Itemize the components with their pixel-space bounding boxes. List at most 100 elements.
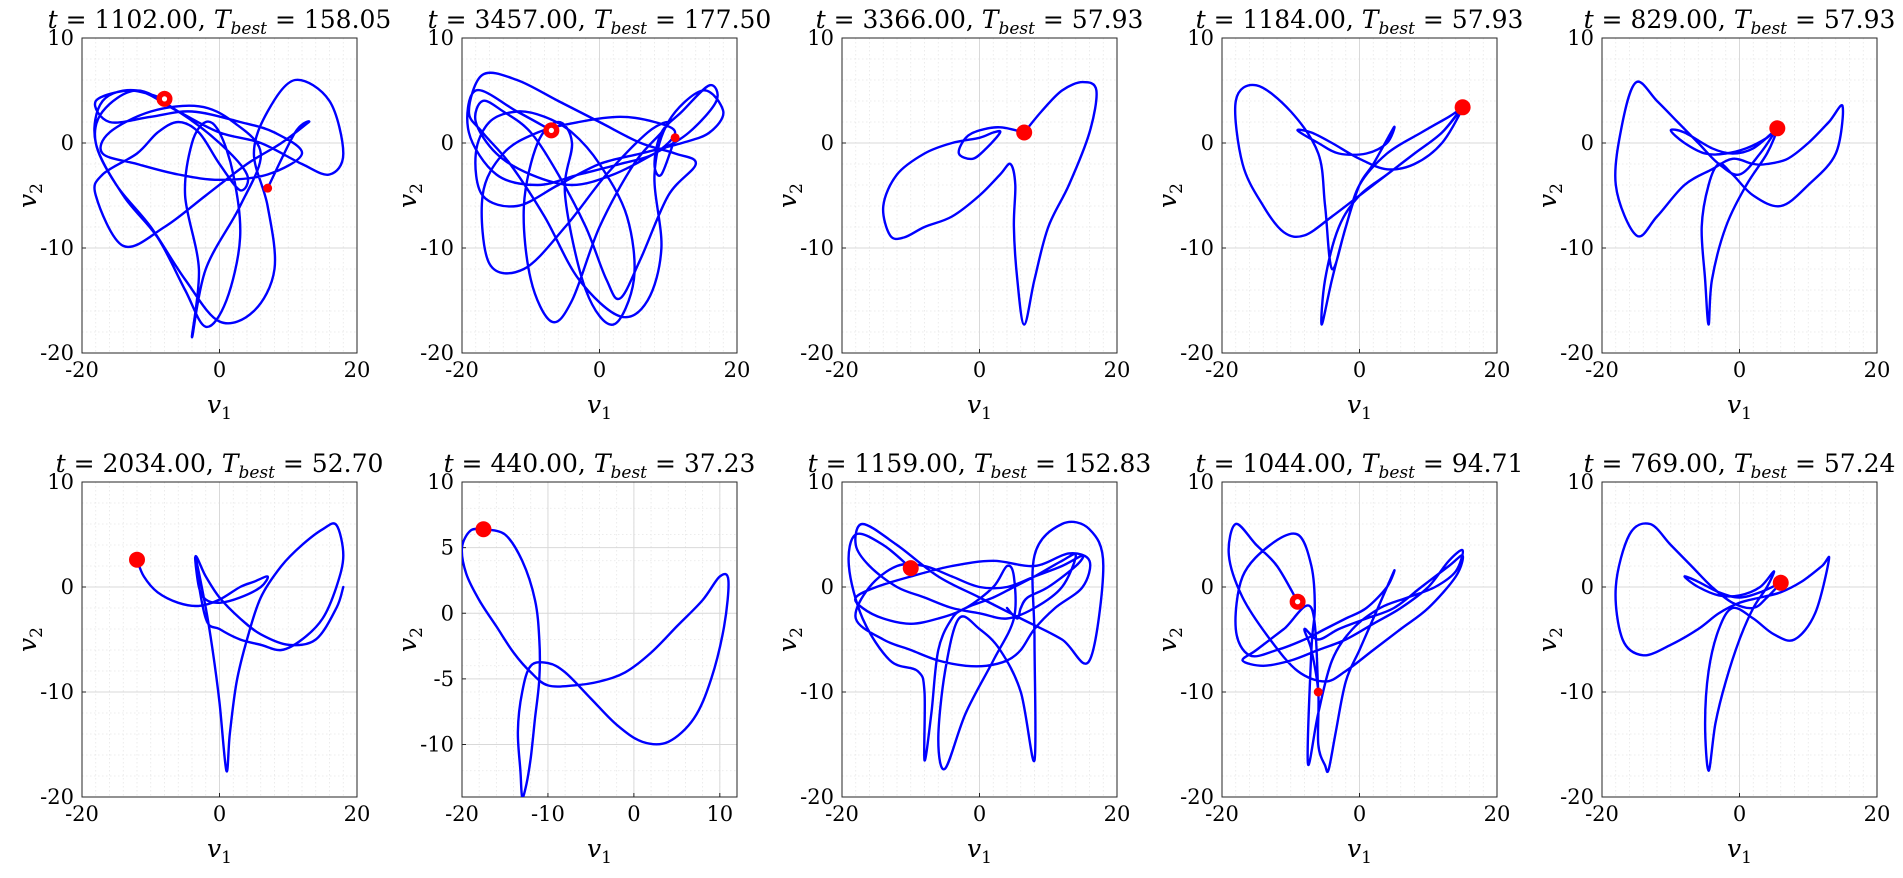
x-tick-label: 20 <box>1864 358 1891 382</box>
y-tick-label: 5 <box>441 536 454 560</box>
x-tick-label: -20 <box>65 802 99 826</box>
x-axis-label: v1 <box>1727 390 1752 424</box>
y-axis-label: v2 <box>1533 627 1567 652</box>
y-tick-label: -10 <box>1180 236 1214 260</box>
subplot-10: -20 0 20 -20 -10 0 10t = 769.00, Tbest = 57.24… <box>1533 449 1895 868</box>
y-tick-label: 0 <box>61 575 74 599</box>
subplot-4: -20 0 20 -20 -10 0 10t = 1184.00, Tbest = 57.9… <box>1153 5 1523 424</box>
y-tick-label: -10 <box>800 680 834 704</box>
trajectory-line <box>1227 522 1465 774</box>
x-axis-label: v1 <box>207 834 232 868</box>
y-tick-label: 10 <box>1567 470 1594 494</box>
x-tick-label: -20 <box>1585 358 1619 382</box>
plot-frame <box>461 481 738 798</box>
x-tick-label: 0 <box>973 802 986 826</box>
x-tick-label: 0 <box>973 358 986 382</box>
subplot-title: t = 1184.00, Tbest = 57.93 <box>1196 5 1524 39</box>
subplot-1: -20 0 20 -20 -10 0 10t = 1102.00, Tbest = 158.… <box>13 5 391 424</box>
y-tick-label: 10 <box>807 26 834 50</box>
y-tick-label: -10 <box>420 236 454 260</box>
x-tick-label: 20 <box>724 358 751 382</box>
y-tick-label: 10 <box>1187 470 1214 494</box>
y-tick-label: -10 <box>40 680 74 704</box>
x-tick-label: 0 <box>1733 802 1746 826</box>
trajectory-line <box>462 527 730 797</box>
subplot-title: t = 3366.00, Tbest = 57.93 <box>816 5 1144 39</box>
x-tick-label: 0 <box>1353 358 1366 382</box>
y-tick-label: -20 <box>420 341 454 365</box>
x-tick-label: 0 <box>627 802 640 826</box>
x-tick-label: -20 <box>65 358 99 382</box>
y-tick-label: -10 <box>40 236 74 260</box>
current-point-marker <box>1769 120 1786 137</box>
x-tick-label: -10 <box>531 802 565 826</box>
current-point-marker <box>129 551 145 568</box>
x-axis-label: v1 <box>207 390 232 424</box>
subplot-title: t = 1044.00, Tbest = 94.71 <box>1196 449 1524 483</box>
x-tick-label: -20 <box>445 802 479 826</box>
x-tick-label: 0 <box>593 358 606 382</box>
subplot-title: t = 1159.00, Tbest = 152.83 <box>808 449 1152 483</box>
x-tick-label: 20 <box>344 802 371 826</box>
x-axis-label: v1 <box>967 390 992 424</box>
end-point-marker <box>263 183 273 193</box>
y-tick-label: -20 <box>1180 785 1214 809</box>
y-tick-label: -20 <box>1180 341 1214 365</box>
y-tick-label: -10 <box>1560 680 1594 704</box>
x-tick-label: 20 <box>1864 802 1891 826</box>
x-axis-label: v1 <box>587 834 612 868</box>
y-tick-label: -20 <box>800 341 834 365</box>
y-axis-label: v2 <box>1153 183 1187 208</box>
x-axis-label: v1 <box>1727 834 1752 868</box>
marker-center-dot <box>161 96 168 102</box>
x-tick-label: 0 <box>213 802 226 826</box>
current-point-marker <box>1772 574 1789 591</box>
x-tick-label: 20 <box>1484 358 1511 382</box>
x-tick-label: 0 <box>213 358 226 382</box>
y-tick-label: 0 <box>441 601 454 625</box>
current-point-marker <box>1454 99 1471 116</box>
x-axis-label: v1 <box>1347 390 1372 424</box>
y-axis-label: v2 <box>773 183 807 208</box>
y-tick-label: -20 <box>800 785 834 809</box>
subplot-3: -20 0 20 -20 -10 0 10t = 3366.00, Tbest = 57.9… <box>773 5 1143 424</box>
subplot-title: t = 829.00, Tbest = 57.93 <box>1584 5 1896 39</box>
y-axis-label: v2 <box>773 627 807 652</box>
x-tick-label: -20 <box>1205 802 1239 826</box>
y-axis-label: v2 <box>1533 183 1567 208</box>
y-tick-label: 0 <box>61 131 74 155</box>
x-tick-label: 20 <box>1484 802 1511 826</box>
y-tick-label: 0 <box>1581 131 1594 155</box>
y-tick-label: 0 <box>821 575 834 599</box>
end-point-marker <box>670 133 680 143</box>
trajectory-line <box>847 520 1105 771</box>
y-axis-label: v2 <box>1153 627 1187 652</box>
y-axis-label: v2 <box>13 183 47 208</box>
x-tick-label: 20 <box>344 358 371 382</box>
x-axis-label: v1 <box>967 834 992 868</box>
trajectory-line <box>93 78 345 339</box>
y-tick-label: 10 <box>427 26 454 50</box>
subplot-5: -20 0 20 -20 -10 0 10t = 829.00, Tbest = 57.93… <box>1533 5 1895 424</box>
y-tick-label: 0 <box>1581 575 1594 599</box>
x-tick-label: 20 <box>1104 802 1131 826</box>
trajectory-line <box>135 522 345 773</box>
y-axis-label: v2 <box>393 627 427 652</box>
trajectory-line <box>1234 83 1464 326</box>
current-point-marker <box>1016 124 1033 141</box>
y-axis-label: v2 <box>393 183 427 208</box>
subplot-title: t = 3457.00, Tbest = 177.50 <box>428 5 772 39</box>
x-tick-label: 0 <box>1353 802 1366 826</box>
end-point-marker <box>1313 687 1323 697</box>
y-tick-label: 0 <box>1201 131 1214 155</box>
marker-center-dot <box>548 127 554 133</box>
x-axis-label: v1 <box>1347 834 1372 868</box>
y-tick-label: 10 <box>807 470 834 494</box>
y-tick-label: 10 <box>1567 26 1594 50</box>
subplot-title: t = 440.00, Tbest = 37.23 <box>444 449 756 483</box>
subplot-title: t = 2034.00, Tbest = 52.70 <box>56 449 384 483</box>
y-tick-label: 0 <box>1201 575 1214 599</box>
y-tick-label: 0 <box>821 131 834 155</box>
